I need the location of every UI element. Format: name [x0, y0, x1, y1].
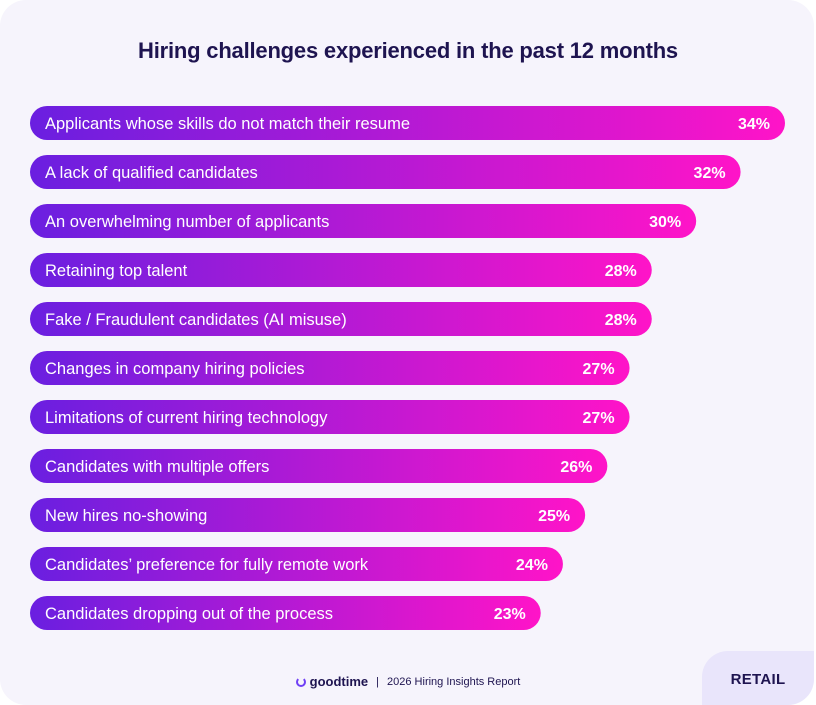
bar-label: Fake / Fraudulent candidates (AI misuse) — [45, 311, 347, 329]
footer-separator: | — [376, 675, 380, 688]
bar — [30, 596, 541, 630]
chart-title: Hiring challenges experienced in the pas… — [138, 38, 678, 63]
bar-label: Limitations of current hiring technology — [45, 409, 328, 427]
bar-label: Changes in company hiring policies — [45, 360, 305, 378]
industry-tab-label: RETAIL — [730, 670, 786, 688]
report-name: 2026 Hiring Insights Report — [387, 675, 521, 688]
bar-value-label: 27% — [583, 410, 615, 427]
bar-value-label: 32% — [694, 165, 726, 182]
bar-value-label: 25% — [538, 508, 570, 525]
bars-group: Applicants whose skills do not match the… — [30, 106, 785, 630]
bar-label: Retaining top talent — [45, 262, 188, 280]
bar — [30, 498, 586, 532]
bar-value-label: 30% — [649, 214, 681, 231]
bar-value-label: 27% — [583, 361, 615, 378]
bar-label: Applicants whose skills do not match the… — [45, 115, 410, 133]
bar-value-label: 28% — [605, 312, 637, 329]
bar-label: A lack of qualified candidates — [45, 164, 258, 182]
industry-tab[interactable]: RETAIL — [702, 651, 814, 705]
bar — [30, 106, 785, 140]
goodtime-logo-icon — [295, 676, 306, 687]
bar — [30, 204, 697, 238]
bar — [30, 253, 652, 287]
bar — [30, 547, 563, 581]
footer: goodtime | 2026 Hiring Insights Report — [0, 674, 814, 689]
bar — [30, 302, 652, 336]
brand: goodtime — [295, 674, 369, 689]
bar-value-label: 34% — [738, 116, 770, 133]
bar-label: Candidates dropping out of the process — [45, 605, 333, 623]
bar-value-label: 26% — [560, 459, 592, 476]
bar-value-label: 23% — [494, 606, 526, 623]
bar-value-label: 28% — [605, 263, 637, 280]
bar-label: New hires no-showing — [45, 507, 207, 525]
bar — [30, 351, 630, 385]
bar — [30, 155, 741, 189]
bar-label: Candidates’ preference for fully remote … — [45, 556, 369, 574]
bar-label: An overwhelming number of applicants — [45, 213, 329, 231]
bar — [30, 400, 630, 434]
bar-label: Candidates with multiple offers — [45, 458, 269, 476]
bar — [30, 449, 608, 483]
brand-name: goodtime — [309, 674, 369, 689]
bar-value-label: 24% — [516, 557, 548, 574]
